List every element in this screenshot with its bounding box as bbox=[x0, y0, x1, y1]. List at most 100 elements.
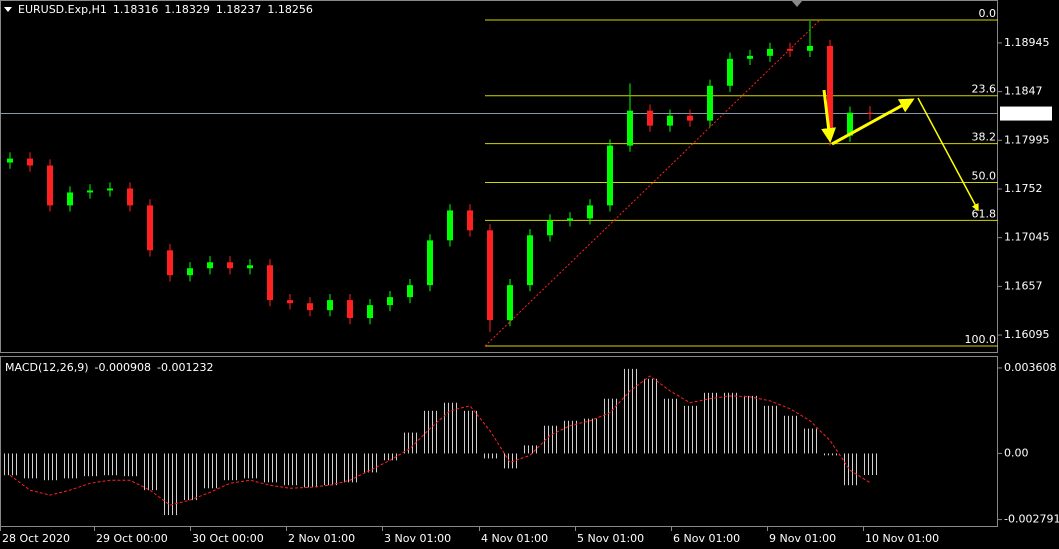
header-value: -0.001232 bbox=[157, 361, 213, 374]
signal-line bbox=[9, 375, 871, 506]
y-tick-label: 1.16095 bbox=[1004, 328, 1050, 341]
menu-arrow[interactable] bbox=[4, 7, 12, 12]
y-tick-label: 1.1657 bbox=[1004, 279, 1043, 292]
header-value: 1.18316 bbox=[113, 3, 159, 16]
macd-bar bbox=[801, 428, 819, 454]
x-tick-label: 4 Nov 01:00 bbox=[481, 532, 548, 545]
candle-body bbox=[507, 285, 513, 321]
candle-body bbox=[867, 112, 873, 114]
macd-bar bbox=[581, 418, 599, 454]
macd-bar bbox=[321, 453, 339, 486]
candle-body bbox=[607, 145, 613, 206]
macd-bar bbox=[161, 453, 179, 516]
header-value: 1.18237 bbox=[216, 3, 262, 16]
candle-body bbox=[527, 235, 533, 286]
macd-bar bbox=[461, 410, 479, 454]
macd-bar bbox=[201, 453, 219, 489]
plot: EURUSD.Exp,H1 1.18316 1.18329 1.18237 1.1825… bbox=[0, 3, 1059, 545]
candle-body bbox=[67, 192, 73, 206]
arrow bbox=[917, 97, 979, 212]
macd-bar bbox=[781, 415, 799, 454]
candle-body bbox=[727, 58, 733, 86]
x-tick-label: 30 Oct 00:00 bbox=[192, 532, 264, 545]
annotation-arrows bbox=[821, 89, 979, 212]
header-title: EURUSD.Exp,H1 bbox=[18, 3, 107, 16]
y-tick-label: 1.1752 bbox=[1004, 182, 1043, 195]
macd-bar bbox=[381, 453, 399, 461]
candle-body bbox=[167, 250, 173, 276]
candle-body bbox=[107, 188, 113, 191]
macd-bar bbox=[741, 395, 759, 454]
x-tick-label: 9 Nov 01:00 bbox=[769, 532, 836, 545]
macd-bar bbox=[81, 453, 99, 477]
macd-bar bbox=[501, 453, 519, 469]
macd-bar bbox=[761, 405, 779, 454]
macd-bar bbox=[341, 453, 359, 483]
macd-bar bbox=[681, 405, 699, 454]
candle-body bbox=[647, 110, 653, 126]
x-tick-label: 28 Oct 2020 bbox=[2, 532, 70, 545]
candle-body bbox=[427, 240, 433, 286]
x-tick-label: 5 Nov 01:00 bbox=[577, 532, 644, 545]
macd-bar bbox=[601, 398, 619, 454]
macd-bar bbox=[261, 453, 279, 483]
y-tick-label: -0.002791 bbox=[1004, 513, 1059, 526]
candle-body bbox=[127, 188, 133, 206]
fib-label: 50.0 bbox=[972, 170, 997, 183]
fib-label: 23.6 bbox=[972, 83, 997, 96]
macd-bar bbox=[141, 453, 159, 491]
macd-bar bbox=[181, 453, 199, 501]
header: MACD(12,26,9) -0.000908 -0.001232 bbox=[5, 361, 213, 374]
x-tick-label: 29 Oct 00:00 bbox=[96, 532, 168, 545]
candle-body bbox=[787, 48, 793, 51]
candle-body bbox=[367, 305, 373, 319]
x-tick-label: 10 Nov 01:00 bbox=[865, 532, 939, 545]
macd-bar bbox=[41, 453, 59, 481]
candle-body bbox=[847, 112, 853, 136]
fib-label: 61.8 bbox=[972, 207, 997, 220]
candle-body bbox=[707, 85, 713, 121]
macd-bar bbox=[61, 453, 79, 479]
candle-body bbox=[467, 210, 473, 231]
candle-body bbox=[267, 265, 273, 301]
candle-body bbox=[567, 218, 573, 221]
candle-body bbox=[807, 45, 813, 51]
current-price-label: 1.18256 bbox=[1004, 107, 1050, 120]
candle-body bbox=[187, 268, 193, 276]
candle-body bbox=[27, 158, 33, 166]
macd-bar bbox=[401, 432, 419, 454]
macd-bar bbox=[281, 453, 299, 486]
candle-body bbox=[767, 48, 773, 56]
candle-body bbox=[387, 297, 393, 306]
y-tick-label: 1.1847 bbox=[1004, 85, 1043, 98]
macd-bar bbox=[421, 410, 439, 454]
x-tick-label: 2 Nov 01:00 bbox=[288, 532, 355, 545]
shift-marker bbox=[791, 0, 803, 7]
candle-body bbox=[547, 220, 553, 236]
macd-bar bbox=[1, 453, 19, 476]
macd-bar bbox=[301, 453, 319, 488]
macd-bar bbox=[241, 453, 259, 479]
x-tick-label: 6 Nov 01:00 bbox=[673, 532, 740, 545]
candle-body bbox=[7, 158, 13, 163]
candle-body bbox=[207, 262, 213, 269]
macd-bar bbox=[101, 453, 119, 476]
candle-body bbox=[747, 55, 753, 59]
macd-bar bbox=[21, 453, 39, 479]
candle-body bbox=[147, 205, 153, 251]
macd-bar bbox=[621, 368, 639, 454]
candle-body bbox=[587, 205, 593, 219]
macd-bar bbox=[221, 453, 239, 481]
x-tick-label: 3 Nov 01:00 bbox=[384, 532, 451, 545]
fib-label: 0.0 bbox=[979, 7, 997, 20]
candle-body bbox=[667, 115, 673, 126]
candle-body bbox=[47, 165, 53, 206]
macd-bar bbox=[361, 453, 379, 473]
candle-body bbox=[347, 300, 353, 319]
macd-bar bbox=[441, 402, 459, 454]
y-tick-label: 1.18945 bbox=[1004, 36, 1050, 49]
fib-trend bbox=[484, 19, 821, 347]
candle-body bbox=[687, 115, 693, 121]
fib-label: 38.2 bbox=[972, 131, 997, 144]
